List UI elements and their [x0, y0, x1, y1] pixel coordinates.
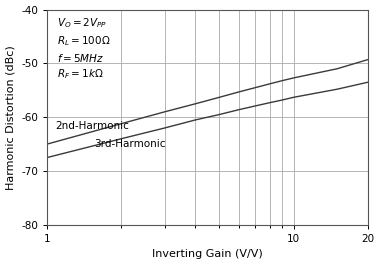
Y-axis label: Harmonic Distortion (dBc): Harmonic Distortion (dBc): [6, 45, 16, 189]
X-axis label: Inverting Gain (V/V): Inverting Gain (V/V): [152, 249, 263, 259]
Text: $V_O = 2V_{PP}$
$R_L = 100\Omega$
$f = 5MHz$
$R_F = 1k\Omega$: $V_O = 2V_{PP}$ $R_L = 100\Omega$ $f = 5…: [57, 16, 110, 81]
Text: 2nd-Harmonic: 2nd-Harmonic: [55, 121, 129, 131]
Text: 3rd-Harmonic: 3rd-Harmonic: [94, 139, 165, 149]
